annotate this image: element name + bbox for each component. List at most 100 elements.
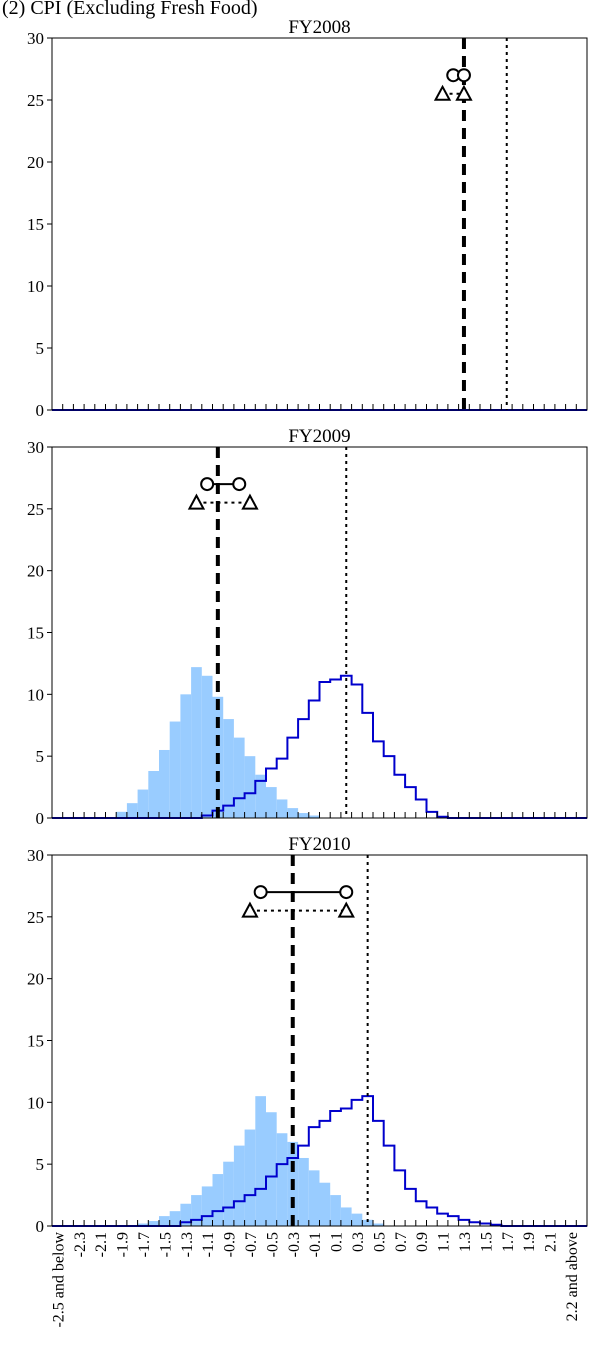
triangle-marker bbox=[241, 493, 259, 510]
filled-bar bbox=[223, 1161, 234, 1226]
filled-bar bbox=[137, 1223, 149, 1226]
filled-bar bbox=[255, 774, 266, 818]
x-tick-label: -2.5 and below bbox=[50, 1232, 67, 1328]
y-tick-label: 30 bbox=[27, 846, 44, 865]
y-tick-label: 25 bbox=[27, 91, 44, 110]
filled-bar bbox=[340, 1207, 352, 1226]
y-tick-label: 15 bbox=[27, 215, 44, 234]
x-tick-label: -1.3 bbox=[179, 1232, 196, 1257]
x-tick-label: 0.5 bbox=[371, 1232, 388, 1252]
x-tick-label: -0.7 bbox=[243, 1232, 260, 1257]
x-tick-label: 0.7 bbox=[393, 1232, 410, 1252]
x-tick-label: 1.3 bbox=[457, 1232, 474, 1252]
filled-bar bbox=[212, 1174, 224, 1226]
figure-heading: (2) CPI (Excluding Fresh Food) bbox=[2, 0, 258, 19]
filled-bar bbox=[255, 1096, 266, 1226]
y-tick-label: 20 bbox=[27, 562, 44, 581]
filled-bar bbox=[244, 756, 256, 818]
outline-histogram-line bbox=[52, 674, 587, 819]
y-tick-label: 25 bbox=[27, 500, 44, 519]
triangle-marker bbox=[337, 901, 355, 918]
x-tick-label: -1.9 bbox=[115, 1232, 132, 1257]
circle-marker bbox=[200, 477, 215, 492]
circle-marker bbox=[253, 885, 268, 900]
filled-bar bbox=[180, 1203, 192, 1226]
plot-frame bbox=[51, 446, 588, 819]
x-tick-label: 1.5 bbox=[478, 1232, 495, 1252]
circle-marker bbox=[339, 885, 354, 900]
filled-bar bbox=[201, 1186, 213, 1226]
triangle-marker bbox=[433, 84, 452, 101]
filled-bar bbox=[159, 749, 170, 818]
y-tick-label: 5 bbox=[36, 747, 45, 766]
filled-bar bbox=[308, 1170, 320, 1226]
filled-bar bbox=[201, 675, 213, 818]
panel-title: FY2010 bbox=[288, 834, 350, 855]
filled-bar bbox=[351, 1213, 363, 1226]
x-tick-label: -0.5 bbox=[264, 1232, 281, 1257]
y-tick-label: 20 bbox=[27, 153, 44, 172]
x-tick-label: 2.2 and above bbox=[564, 1232, 581, 1321]
y-tick-label: 25 bbox=[27, 908, 44, 927]
filled-bar bbox=[308, 815, 320, 818]
y-tick-label: 0 bbox=[36, 401, 45, 420]
filled-bar bbox=[266, 787, 277, 818]
filled-bar bbox=[148, 771, 159, 818]
x-tick-label: 1.7 bbox=[500, 1232, 517, 1252]
filled-bar bbox=[233, 737, 245, 818]
filled-bar bbox=[276, 1133, 288, 1226]
circle-marker bbox=[232, 477, 247, 492]
filled-bar bbox=[223, 719, 234, 818]
filled-bar bbox=[244, 1129, 256, 1226]
x-tick-label: 0.3 bbox=[350, 1232, 367, 1252]
panel-title: FY2009 bbox=[288, 426, 350, 447]
y-tick-label: 15 bbox=[27, 1032, 44, 1051]
filled-bar bbox=[191, 667, 202, 818]
x-tick-label: 1.1 bbox=[436, 1232, 453, 1252]
y-tick-label: 5 bbox=[36, 1155, 45, 1174]
filled-bar bbox=[298, 1157, 309, 1226]
filled-bar bbox=[148, 1221, 159, 1226]
filled-bar bbox=[276, 799, 288, 818]
triangle-marker bbox=[455, 84, 473, 101]
filled-bar bbox=[373, 1223, 384, 1226]
y-tick-label: 10 bbox=[27, 1093, 44, 1112]
filled-bar bbox=[126, 803, 138, 818]
filled-bar bbox=[137, 789, 149, 818]
filled-bar bbox=[169, 1211, 181, 1226]
x-tick-label: -1.7 bbox=[136, 1232, 153, 1257]
x-tick-label: 0.1 bbox=[329, 1232, 346, 1252]
filled-bar bbox=[233, 1145, 245, 1226]
y-tick-label: 0 bbox=[36, 809, 45, 828]
x-tick-label: -1.1 bbox=[200, 1232, 217, 1257]
outline-histogram-line bbox=[52, 1095, 587, 1227]
triangle-marker bbox=[187, 493, 206, 510]
triangle-marker bbox=[241, 901, 259, 918]
y-tick-label: 0 bbox=[36, 1217, 45, 1236]
y-tick-label: 10 bbox=[27, 685, 44, 704]
x-tick-label: -0.9 bbox=[222, 1232, 239, 1257]
filled-bar bbox=[266, 1112, 277, 1226]
filled-bar bbox=[180, 694, 192, 818]
x-tick-label: -1.5 bbox=[157, 1232, 174, 1257]
y-tick-label: 30 bbox=[27, 29, 44, 48]
y-tick-label: 15 bbox=[27, 624, 44, 643]
x-tick-label: 1.9 bbox=[521, 1232, 538, 1252]
circle-marker bbox=[456, 68, 471, 83]
x-tick-label: -2.3 bbox=[72, 1232, 89, 1257]
y-tick-label: 30 bbox=[27, 438, 44, 457]
x-tick-label: -0.1 bbox=[307, 1232, 324, 1257]
filled-bar bbox=[191, 1195, 202, 1226]
y-tick-label: 5 bbox=[36, 339, 45, 358]
filled-bar bbox=[169, 721, 181, 818]
filled-bar bbox=[159, 1216, 170, 1226]
x-tick-label: -2.1 bbox=[93, 1232, 110, 1257]
panel-title: FY2008 bbox=[288, 17, 350, 38]
y-tick-label: 10 bbox=[27, 277, 44, 296]
filled-bar bbox=[319, 1182, 331, 1226]
filled-bar bbox=[362, 1219, 373, 1226]
filled-bar bbox=[330, 1195, 341, 1226]
filled-bar bbox=[116, 811, 127, 818]
